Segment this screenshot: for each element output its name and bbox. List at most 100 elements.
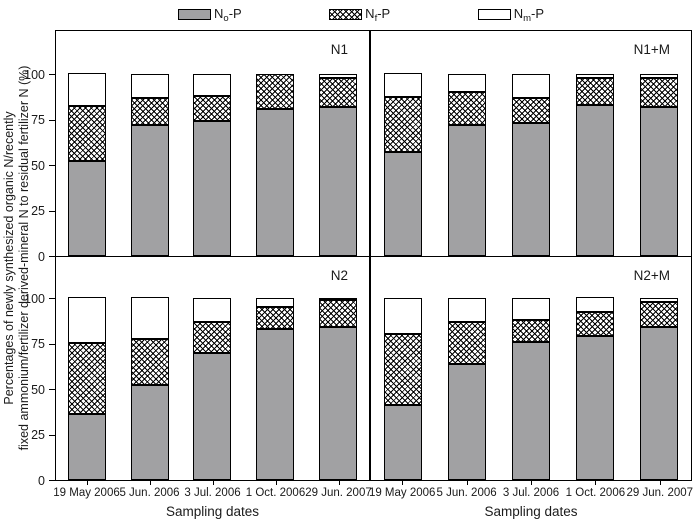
bars-container xyxy=(371,31,691,256)
panel-n2: N2 xyxy=(55,256,370,481)
bar-segment-nf-p xyxy=(256,74,295,109)
x-tick-label: 3 Jul. 2006 xyxy=(184,487,241,499)
stacked-bar xyxy=(318,74,357,256)
bar-segment-nm-p xyxy=(576,297,614,312)
bar-segment-no-p xyxy=(130,125,169,256)
y-tick-mark xyxy=(49,343,55,345)
x-tick-label: 5 Jun. 2006 xyxy=(119,487,180,499)
panel-label-n2: N2 xyxy=(330,268,348,283)
bar-segment-no-p xyxy=(576,336,614,480)
y-tick-label: 75 xyxy=(31,337,45,351)
y-tick-label: 0 xyxy=(38,473,45,488)
bar-segment-no-p xyxy=(448,125,486,256)
x-axis-title: Sampling dates xyxy=(484,504,578,519)
bar-segment-nm-p xyxy=(512,74,550,98)
bar-segment-nf-p xyxy=(640,78,678,107)
y-tick-label: 25 xyxy=(31,204,45,218)
bar-segment-nm-p xyxy=(512,298,550,320)
y-tick-mark xyxy=(49,298,55,299)
bar-segment-nm-p xyxy=(193,298,232,322)
legend-label-no-p: No-P xyxy=(214,6,242,24)
panel-label-n1: N1 xyxy=(330,42,348,57)
bar-segment-nm-p xyxy=(68,73,107,106)
bar-segment-no-p xyxy=(384,152,422,256)
stacked-bar xyxy=(640,298,678,480)
bar-segment-nf-p xyxy=(130,339,169,385)
x-tick-mark xyxy=(212,480,214,485)
panel-n2-m: N2+M xyxy=(370,256,692,481)
bar-segment-no-p xyxy=(512,342,550,480)
bar-segment-nm-p xyxy=(384,298,422,334)
bar-segment-nm-p xyxy=(68,297,107,343)
bar-segment-no-p xyxy=(68,414,107,480)
bar-segment-nm-p xyxy=(448,298,486,322)
stacked-bar xyxy=(384,298,422,480)
y-tick-mark xyxy=(49,210,55,212)
x-tick-label: 19 May 2006 xyxy=(53,487,120,499)
y-tick-mark xyxy=(49,389,55,390)
bar-segment-no-p xyxy=(256,109,295,256)
stacked-bar xyxy=(318,298,357,480)
x-tick-mark xyxy=(595,480,597,485)
bar-segment-no-p xyxy=(68,161,107,256)
bar-segment-nm-p xyxy=(448,74,486,92)
bar-segment-nf-p xyxy=(576,312,614,336)
bar-segment-nf-p xyxy=(512,98,550,123)
legend-label-nm-p: Nm-P xyxy=(513,6,544,24)
y-tick-mark xyxy=(49,119,55,121)
y-tick-mark xyxy=(49,165,55,166)
bar-segment-no-p xyxy=(318,327,357,480)
y-tick-mark xyxy=(49,74,55,75)
legend-entry-nm-p: Nm-P xyxy=(477,6,544,24)
bar-segment-nf-p xyxy=(256,307,295,329)
bar-segment-nf-p xyxy=(384,334,422,405)
bar-segment-nf-p xyxy=(448,92,486,125)
legend-swatch-gray-icon xyxy=(178,9,211,21)
bar-segment-no-p xyxy=(576,105,614,256)
bar-segment-nf-p xyxy=(68,343,107,414)
y-tick-label: 25 xyxy=(31,428,45,442)
panel-label-n1-m: N1+M xyxy=(633,42,670,57)
legend-label-nf-p: Nf-P xyxy=(365,6,391,24)
bar-segment-nm-p xyxy=(640,298,678,302)
stacked-bar xyxy=(256,74,295,256)
y-tick-mark xyxy=(49,434,55,436)
bar-segment-no-p xyxy=(640,327,678,480)
x-tick-mark xyxy=(86,480,88,485)
bar-segment-nm-p xyxy=(256,298,295,307)
bar-segment-nf-p xyxy=(130,98,169,125)
x-tick-label: 5 Jun. 2006 xyxy=(436,487,497,499)
legend-entry-nf-p: Nf-P xyxy=(329,6,390,24)
bars-container xyxy=(56,31,369,256)
bar-segment-nm-p xyxy=(130,74,169,98)
stacked-bar xyxy=(448,298,486,480)
x-tick-mark xyxy=(466,480,468,485)
bar-segment-no-p xyxy=(448,364,486,480)
x-tick-label: 19 May 2006 xyxy=(368,487,436,499)
bars-container xyxy=(56,257,369,480)
stacked-bar xyxy=(512,298,550,480)
y-tick-label: 50 xyxy=(31,158,45,173)
bar-segment-nm-p xyxy=(384,73,422,97)
x-tick-mark xyxy=(659,480,661,485)
y-tick-label: 50 xyxy=(31,382,45,397)
x-tick-label: 1 Oct. 2006 xyxy=(245,487,306,499)
stacked-bar xyxy=(68,73,107,256)
x-tick-label: 29 Jun. 2007 xyxy=(626,487,694,499)
stacked-bar xyxy=(512,74,550,256)
stacked-bar xyxy=(193,74,232,256)
bar-segment-nm-p xyxy=(576,74,614,78)
x-tick-mark xyxy=(531,480,532,485)
legend-swatch-crosshatch-icon xyxy=(329,9,363,21)
chart-area: N1 N1+M N2 N2+M 0 25 50 75 100 0 25 50 75 100 19 May 2… xyxy=(24,30,693,519)
bar-segment-nm-p xyxy=(640,74,678,78)
stacked-bar xyxy=(68,297,107,480)
bar-segment-nf-p xyxy=(512,320,550,342)
bars-container xyxy=(371,257,691,480)
bar-segment-no-p xyxy=(318,107,357,256)
bar-segment-no-p xyxy=(640,107,678,256)
x-tick-mark xyxy=(338,480,340,485)
stacked-bar xyxy=(640,74,678,256)
panel-label-n2-m: N2+M xyxy=(633,268,670,283)
